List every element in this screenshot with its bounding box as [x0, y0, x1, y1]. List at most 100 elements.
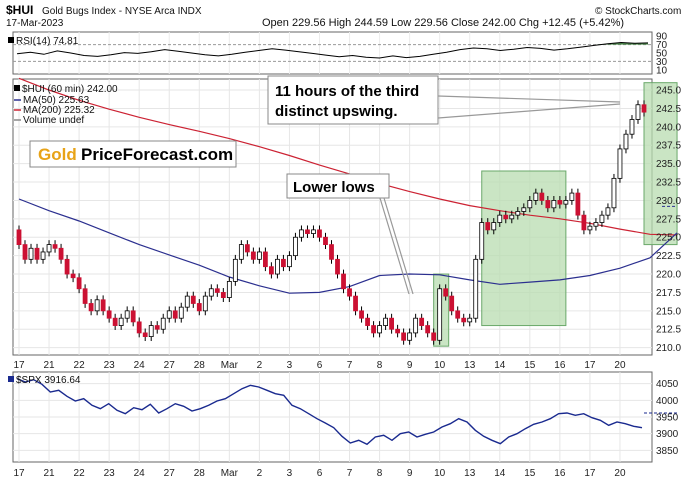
price-x-tick: 16 [554, 360, 566, 371]
candle-up [383, 317, 388, 326]
price-y-tick: 220.0 [656, 270, 681, 281]
rsi-y-tick: 50 [656, 49, 668, 60]
candle-down [455, 310, 461, 319]
candle-down [395, 328, 401, 334]
price-x-tick: 3 [287, 360, 293, 371]
spx-x-tick: 20 [614, 468, 626, 479]
candle-up [473, 258, 479, 319]
candle-down [545, 200, 551, 209]
candle-up [232, 258, 238, 282]
price-x-tick: 22 [74, 360, 86, 371]
upswing-highlight-box [643, 82, 678, 246]
candle-up [527, 200, 533, 209]
price-x-tick: 14 [494, 360, 506, 371]
candle-up [533, 192, 539, 201]
candle-down [281, 258, 286, 268]
candle-up [256, 251, 262, 260]
candle-down [262, 251, 268, 268]
price-y-tick: 240.0 [656, 122, 681, 133]
candle-up [515, 211, 521, 216]
price-y-tick: 222.5 [656, 251, 681, 262]
candle-up [479, 222, 485, 260]
chart-symbol: $HUI [6, 3, 33, 17]
candle-down [485, 222, 491, 231]
candle-up [238, 244, 244, 260]
candle-up [509, 214, 515, 220]
candle-up [166, 310, 172, 319]
candle-down [305, 229, 310, 234]
candle-down [154, 325, 160, 330]
candle-up [497, 214, 503, 223]
candle-down [347, 288, 352, 297]
candle-down [365, 317, 370, 326]
candle-up [623, 133, 629, 150]
logo-box [29, 140, 237, 168]
candle-up [178, 306, 184, 319]
chart-index-name: Gold Bugs Index - NYSE Arca INDX [42, 6, 202, 17]
candle-down [539, 192, 545, 201]
spx-x-tick: 15 [524, 468, 536, 479]
price-x-tick: 20 [614, 360, 626, 371]
candle-down [401, 332, 407, 341]
price-y-tick: 227.5 [656, 214, 681, 225]
spx-y-tick: 4000 [656, 396, 679, 407]
candle-down [82, 288, 88, 304]
candle-down [503, 214, 509, 220]
lower-lows-arrow-1 [379, 197, 410, 295]
candle-down [581, 214, 587, 231]
rsi-y-tick: 30 [656, 57, 668, 68]
candle-down [461, 317, 467, 323]
price-x-tick: 23 [104, 360, 116, 371]
candle-down [443, 288, 449, 297]
price-x-tick: 2 [257, 360, 263, 371]
price-x-tick: 28 [194, 360, 206, 371]
candle-up [611, 177, 617, 209]
candle-up [599, 214, 605, 223]
candle-up [28, 247, 34, 260]
spx-x-tick: 28 [194, 468, 206, 479]
candle-up [124, 310, 130, 319]
candle-down [244, 244, 250, 253]
legend-entry: MA(200) 225.32 [23, 105, 95, 116]
price-x-tick: 10 [434, 360, 446, 371]
spx-x-tick: 27 [164, 468, 176, 479]
spx-x-tick: 9 [407, 468, 413, 479]
candle-up [202, 295, 208, 312]
price-marker [14, 85, 20, 91]
candle-down [371, 325, 376, 334]
chart-date: 17-Mar-2023 [6, 18, 64, 29]
candle-up [437, 288, 443, 341]
candle-up [407, 332, 413, 341]
legend-entry: MA(50) 225.63 [23, 95, 90, 106]
candle-down [190, 295, 196, 304]
price-x-tick: Mar [221, 360, 239, 371]
spx-label: $SPX 3916.64 [16, 375, 81, 386]
candle-up [184, 295, 190, 308]
candle-up [293, 236, 298, 257]
candle-up [569, 192, 575, 201]
upswing-arrow-lower [437, 103, 621, 119]
candle-down [641, 104, 647, 113]
candle-up [226, 280, 232, 298]
candle-up [40, 251, 46, 260]
spx-x-tick: 16 [554, 468, 566, 479]
candle-down [22, 244, 28, 260]
candle-up [491, 222, 497, 231]
upswing-highlight-box [481, 170, 567, 327]
price-x-tick: 24 [134, 360, 146, 371]
lower-lows-callout-box [286, 173, 390, 199]
candle-down [136, 321, 142, 334]
price-x-tick: 13 [464, 360, 476, 371]
price-y-tick: 235.0 [656, 159, 681, 170]
candle-down [196, 303, 202, 312]
candle-down [557, 200, 563, 205]
candle-down [269, 266, 274, 275]
upswing-arrow-upper [437, 95, 621, 103]
candle-down [575, 192, 581, 216]
candle-down [323, 236, 328, 246]
candle-down [449, 295, 455, 312]
candle-up [160, 317, 166, 330]
price-x-tick: 8 [377, 360, 383, 371]
price-x-tick: 15 [524, 360, 536, 371]
